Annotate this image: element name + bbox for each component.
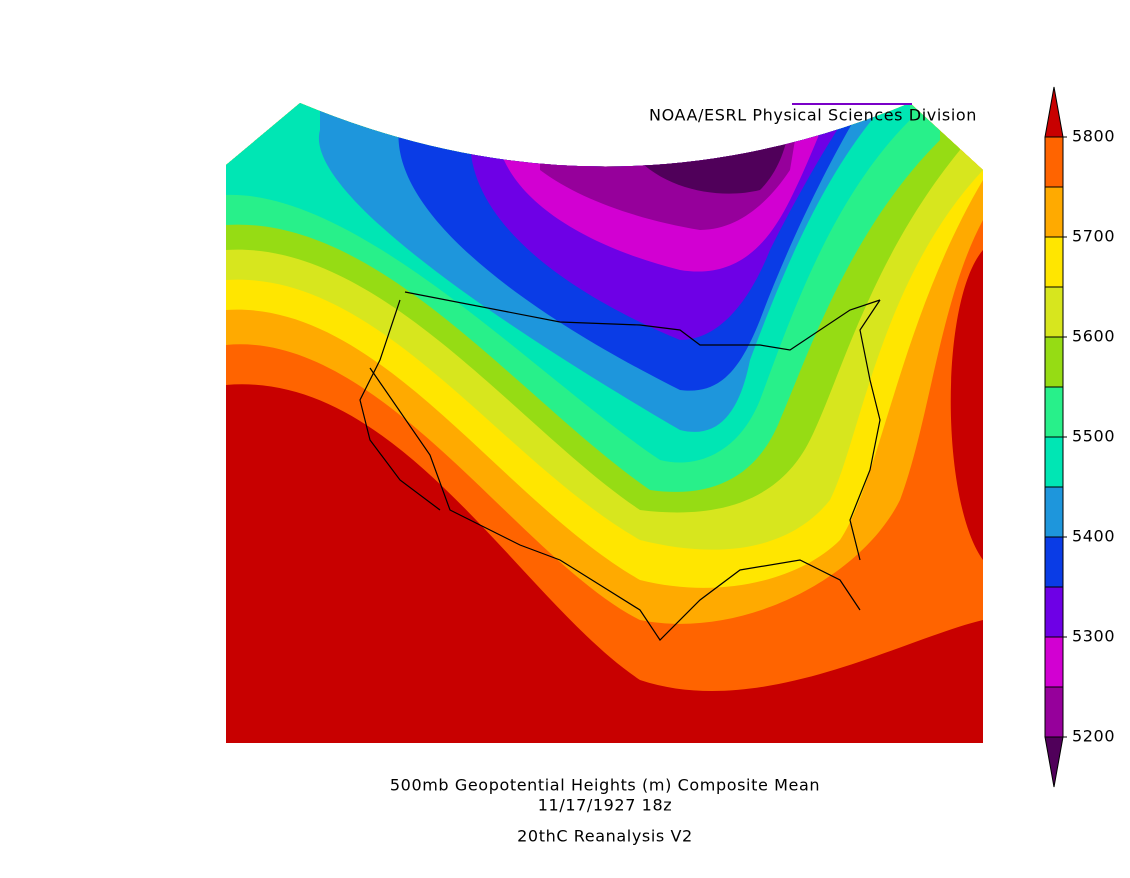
coast xyxy=(359,299,441,511)
colorbar-tick-label: 5300 xyxy=(1072,627,1115,646)
date: 11/17/1927 18z xyxy=(538,796,672,815)
colorbar-band xyxy=(1044,286,1064,338)
coast xyxy=(849,299,881,561)
colorbar-end xyxy=(1044,736,1064,788)
colorbar-tick-label: 5200 xyxy=(1072,727,1115,746)
colorbar-band xyxy=(1044,136,1064,188)
colorbar-band xyxy=(1044,186,1064,238)
colorbar-band xyxy=(1044,436,1064,488)
title: 500mb Geopotential Heights (m) Composite… xyxy=(390,776,820,795)
colorbar-band xyxy=(1044,486,1064,538)
colorbar-band xyxy=(1044,336,1064,388)
colorbar-band xyxy=(1044,536,1064,588)
colorbar-tick-label: 5400 xyxy=(1072,527,1115,546)
colorbar-tick-label: 5700 xyxy=(1072,227,1115,246)
colorbar-end xyxy=(1044,86,1064,138)
colorbar-band xyxy=(1044,686,1064,738)
dataset: 20thC Reanalysis V2 xyxy=(517,827,693,846)
border xyxy=(369,367,861,641)
height-band xyxy=(630,103,790,194)
border xyxy=(404,291,881,351)
credit: NOAA/ESRL Physical Sciences Division xyxy=(649,106,977,125)
colorbar: 5200 5300 5400 5500 5600 5700 5800 xyxy=(1044,86,1115,788)
colorbar-tick-label: 5800 xyxy=(1072,127,1115,146)
colorbar-band xyxy=(1044,636,1064,688)
colorbar-band xyxy=(1044,386,1064,438)
borders xyxy=(359,291,881,641)
colorbar-band xyxy=(1044,586,1064,638)
colorbar-tick-label: 5500 xyxy=(1072,427,1115,446)
colorbar-band xyxy=(1044,236,1064,288)
colorbar-tick-label: 5600 xyxy=(1072,327,1115,346)
